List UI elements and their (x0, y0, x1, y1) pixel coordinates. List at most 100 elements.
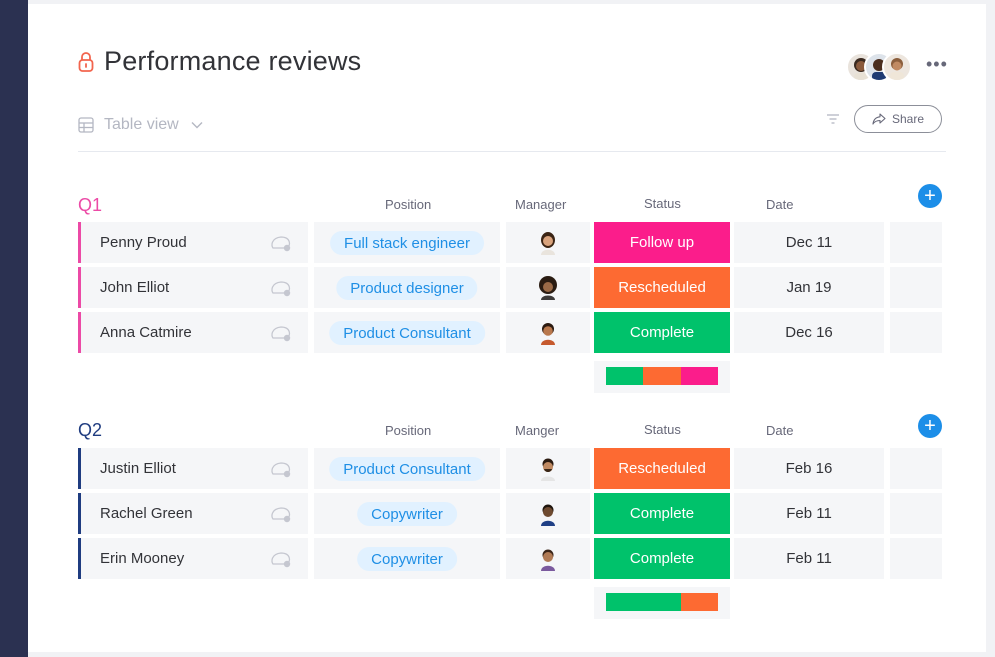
date-cell[interactable]: Feb 11 (734, 493, 884, 534)
share-icon (872, 113, 886, 125)
group-title-q2[interactable]: Q2 (78, 420, 103, 440)
group-color-bar (78, 267, 81, 308)
status-cell[interactable]: Complete (594, 493, 730, 534)
status-cell[interactable]: Follow up (594, 222, 730, 263)
summary-segment (643, 367, 681, 385)
chat-bubble-icon[interactable] (270, 504, 294, 524)
chat-bubble-icon[interactable] (270, 278, 294, 298)
name-cell[interactable]: Anna Catmire (78, 312, 308, 353)
name-cell[interactable]: Justin Elliot (78, 448, 308, 489)
manager-avatar (541, 232, 555, 255)
chat-bubble-icon[interactable] (270, 459, 294, 479)
chat-bubble-icon[interactable] (270, 549, 294, 569)
manager-cell[interactable] (506, 448, 590, 489)
group-color-bar (78, 493, 81, 534)
name-cell[interactable]: Erin Mooney (78, 538, 308, 579)
item-name: Rachel Green (100, 505, 193, 522)
manager-avatar (541, 504, 555, 526)
name-cell[interactable]: Penny Proud (78, 222, 308, 263)
empty-cell[interactable] (890, 448, 942, 489)
view-label: Table view (104, 116, 179, 133)
date-cell[interactable]: Feb 16 (734, 448, 884, 489)
date-value: Jan 19 (786, 279, 832, 296)
left-nav-bar (0, 0, 28, 657)
date-cell[interactable]: Dec 16 (734, 312, 884, 353)
add-column-button[interactable]: + (918, 184, 942, 208)
status-cell[interactable]: Rescheduled (594, 448, 730, 489)
table-row[interactable]: Anna Catmire Product Consultant Complete… (78, 312, 942, 353)
header-divider (78, 151, 946, 152)
position-tag: Copywriter (357, 502, 457, 526)
add-column-button[interactable]: + (918, 414, 942, 438)
group-color-bar (78, 222, 81, 263)
column-header-date[interactable]: Date (766, 197, 794, 212)
date-cell[interactable]: Jan 19 (734, 267, 884, 308)
position-tag: Product Consultant (329, 457, 485, 481)
more-options-button[interactable]: ••• (926, 54, 948, 74)
position-tag: Copywriter (357, 547, 457, 571)
filter-icon[interactable] (826, 113, 840, 125)
column-header-manager[interactable]: Manger (515, 423, 560, 438)
manager-avatar (541, 323, 555, 345)
manager-cell[interactable] (506, 267, 590, 308)
item-name: Erin Mooney (100, 550, 185, 567)
manager-avatar (541, 458, 555, 481)
table-icon (78, 117, 94, 133)
status-cell[interactable]: Rescheduled (594, 267, 730, 308)
date-cell[interactable]: Feb 11 (734, 538, 884, 579)
position-tag: Full stack engineer (330, 231, 484, 255)
status-cell[interactable]: Complete (594, 538, 730, 579)
date-value: Dec 11 (785, 234, 833, 251)
chat-bubble-icon[interactable] (270, 323, 294, 343)
column-header-status[interactable]: Status (644, 196, 681, 211)
position-tag: Product Consultant (329, 321, 485, 345)
table-row[interactable]: John Elliot Product designer Rescheduled… (78, 267, 942, 308)
manager-cell[interactable] (506, 538, 590, 579)
manager-cell[interactable] (506, 222, 590, 263)
status-label: Rescheduled (594, 448, 730, 489)
column-header-position[interactable]: Position (385, 197, 432, 212)
status-summary-bar (606, 593, 718, 611)
share-label: Share (891, 112, 925, 126)
table-row[interactable]: Rachel Green Copywriter Complete Feb 11 (78, 493, 942, 534)
column-header-manager[interactable]: Manager (515, 197, 567, 212)
chat-bubble-icon[interactable] (270, 233, 294, 253)
empty-cell[interactable] (890, 312, 942, 353)
empty-cell[interactable] (890, 267, 942, 308)
position-cell[interactable]: Full stack engineer (314, 222, 500, 263)
item-name: Penny Proud (100, 234, 187, 251)
date-value: Feb 11 (786, 550, 832, 567)
group-title-q1[interactable]: Q1 (78, 195, 103, 215)
group-color-bar (78, 448, 81, 489)
status-summary-bar (606, 367, 718, 385)
avatar (882, 52, 912, 82)
position-tag: Product designer (336, 276, 478, 300)
date-value: Dec 16 (785, 324, 833, 341)
group-color-bar (78, 538, 81, 579)
table-row[interactable]: Erin Mooney Copywriter Complete Feb 11 (78, 538, 942, 579)
position-cell[interactable]: Copywriter (314, 493, 500, 534)
name-cell[interactable]: Rachel Green (78, 493, 308, 534)
date-cell[interactable]: Dec 11 (734, 222, 884, 263)
column-header-date[interactable]: Date (766, 423, 794, 438)
share-button[interactable]: Share (854, 105, 942, 133)
manager-avatar (539, 276, 557, 300)
empty-cell[interactable] (890, 222, 942, 263)
name-cell[interactable]: John Elliot (78, 267, 308, 308)
table-row[interactable]: Justin Elliot Product Consultant Resched… (78, 448, 942, 489)
date-value: Feb 11 (786, 505, 832, 522)
position-cell[interactable]: Copywriter (314, 538, 500, 579)
position-cell[interactable]: Product Consultant (314, 312, 500, 353)
manager-cell[interactable] (506, 493, 590, 534)
view-switcher[interactable]: Table view (78, 116, 203, 134)
empty-cell[interactable] (890, 538, 942, 579)
position-cell[interactable]: Product Consultant (314, 448, 500, 489)
manager-cell[interactable] (506, 312, 590, 353)
position-cell[interactable]: Product designer (314, 267, 500, 308)
column-header-position[interactable]: Position (385, 423, 432, 438)
status-cell[interactable]: Complete (594, 312, 730, 353)
board-members[interactable] (846, 52, 912, 82)
column-header-status[interactable]: Status (644, 422, 681, 437)
table-row[interactable]: Penny Proud Full stack engineer Follow u… (78, 222, 942, 263)
empty-cell[interactable] (890, 493, 942, 534)
